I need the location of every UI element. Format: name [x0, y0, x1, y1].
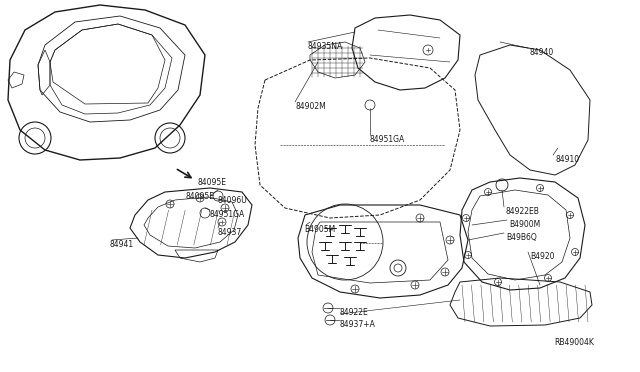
Text: 84951GA: 84951GA: [370, 135, 405, 144]
Text: 84096U: 84096U: [218, 196, 248, 205]
Text: 84922E: 84922E: [340, 308, 369, 317]
Text: 84941: 84941: [110, 240, 134, 249]
Text: 84902M: 84902M: [295, 102, 326, 111]
Text: 84935NA: 84935NA: [308, 42, 343, 51]
Text: 84940: 84940: [530, 48, 554, 57]
Text: 84922EB: 84922EB: [506, 207, 540, 216]
Text: 84937+A: 84937+A: [340, 320, 376, 329]
Text: RB49004K: RB49004K: [554, 338, 594, 347]
Text: 84910: 84910: [555, 155, 579, 164]
Text: B4905M: B4905M: [304, 225, 335, 234]
Text: B4920: B4920: [530, 252, 554, 261]
Text: B49B6Q: B49B6Q: [506, 233, 537, 242]
Text: 84095E: 84095E: [198, 178, 227, 187]
Text: 84095E: 84095E: [185, 192, 214, 201]
Text: 84937: 84937: [218, 228, 243, 237]
Text: B4900M: B4900M: [509, 220, 540, 229]
Text: 84951GA: 84951GA: [210, 210, 245, 219]
